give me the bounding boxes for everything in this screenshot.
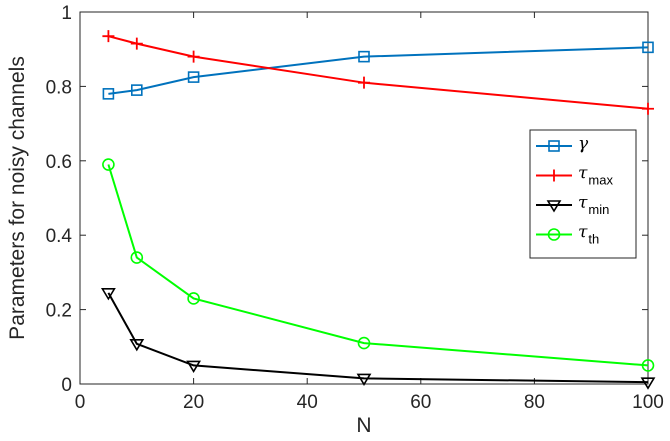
legend-label: τth	[578, 223, 599, 247]
data-point	[129, 339, 145, 352]
legend-label: τmax	[578, 164, 613, 188]
legend-label-sub: max	[588, 173, 613, 188]
data-point	[356, 373, 372, 386]
x-tick-label: 40	[297, 392, 318, 413]
y-tick-label: 0.4	[46, 226, 73, 247]
y-tick-label: 0.8	[46, 77, 72, 98]
y-tick-label: 0	[61, 375, 72, 396]
y-axis-label: Parameters for noisy channels	[6, 56, 29, 340]
data-point	[642, 41, 654, 54]
legend-entry: τmin	[536, 193, 609, 217]
x-tick-label: 100	[632, 392, 664, 413]
data-point	[130, 251, 144, 264]
legend-label: γ	[578, 134, 589, 154]
legend-label-main: τ	[578, 164, 588, 184]
data-point	[357, 336, 371, 350]
y-tick-label: 0.6	[46, 152, 72, 173]
series-line	[107, 164, 649, 367]
data-point	[642, 102, 654, 115]
legend-label-main: τ	[578, 193, 588, 213]
legend-marker	[548, 169, 560, 182]
legend-label-main: τ	[578, 223, 588, 243]
data-point	[102, 158, 115, 171]
y-tick-label: 0.2	[46, 301, 72, 322]
legend-entry: τth	[536, 223, 599, 247]
legend-label: τmin	[578, 193, 609, 217]
legend-marker	[547, 228, 561, 241]
data-point	[358, 76, 370, 89]
series-max	[102, 30, 654, 115]
data-point	[187, 71, 200, 83]
legend-box	[529, 129, 637, 259]
legend-entry: τmax	[536, 164, 613, 188]
data-point	[131, 84, 143, 96]
data-point	[186, 360, 202, 373]
data-point	[640, 377, 656, 390]
series-gamma	[102, 41, 654, 100]
x-tick-label: 60	[410, 392, 431, 413]
x-tick-label: 20	[183, 392, 204, 413]
x-tick-label: 80	[524, 392, 545, 413]
series-line	[107, 292, 649, 384]
data-point	[100, 288, 116, 301]
data-point	[130, 37, 143, 50]
y-tick-label: 1	[61, 3, 72, 24]
data-point	[102, 30, 115, 43]
x-tick-label: 0	[75, 392, 86, 413]
legend-label-sub: min	[588, 202, 609, 217]
data-point	[641, 359, 655, 372]
data-point	[187, 292, 200, 305]
series-layer	[100, 30, 656, 390]
series-th	[102, 158, 655, 372]
data-point	[102, 88, 115, 100]
x-axis-label: N	[356, 414, 371, 437]
legend-label-sub: th	[588, 232, 599, 247]
data-point	[358, 50, 370, 63]
legend-marker	[548, 140, 560, 152]
legend-marker	[546, 200, 562, 213]
axes: 0 20 40 60 80 100 0 0.2 0.4 0.6 0.8 1	[46, 3, 664, 413]
series-min	[100, 288, 656, 390]
legend-entry: γ	[536, 134, 589, 154]
series-line	[108, 46, 649, 95]
data-point	[187, 50, 200, 63]
legend-label-main: γ	[578, 134, 589, 154]
